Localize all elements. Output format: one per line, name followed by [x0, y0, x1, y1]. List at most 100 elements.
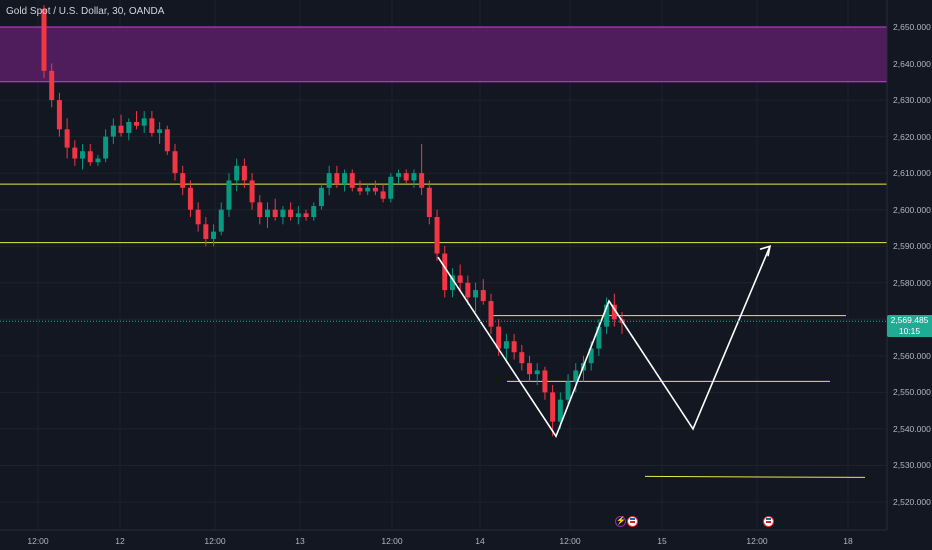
price-tick-label: 2,560.000 — [893, 350, 931, 361]
candle-body — [149, 118, 155, 133]
candle-body — [426, 187, 432, 217]
candle — [411, 169, 417, 188]
candle — [503, 333, 509, 364]
candle — [95, 154, 101, 166]
current-price-badge: 2,569.485 10:15 — [887, 315, 932, 338]
candle-body — [519, 352, 525, 364]
candle — [303, 209, 309, 221]
projection-arrowhead — [759, 245, 772, 257]
projection-path[interactable] — [437, 245, 772, 438]
candle-body — [496, 326, 502, 349]
candle-body — [550, 392, 556, 422]
candle-body — [565, 381, 571, 400]
candle — [195, 202, 201, 232]
us-flag-event-icon[interactable] — [763, 516, 774, 527]
candle — [557, 392, 563, 429]
candle-body — [334, 173, 340, 185]
candle-body — [241, 165, 247, 181]
candle-body — [465, 282, 471, 298]
candle-body — [226, 180, 232, 210]
horizontal-levels[interactable] — [0, 183, 887, 478]
candle-body — [303, 213, 309, 217]
candle — [372, 180, 378, 196]
candle-body — [280, 209, 286, 217]
candle-body — [573, 370, 579, 382]
chart-title[interactable]: Gold Spot / U.S. Dollar, 30, OANDA — [6, 6, 165, 17]
candle — [211, 224, 217, 247]
candle — [110, 118, 116, 144]
candle-body — [80, 151, 86, 159]
candle-body — [295, 213, 301, 217]
candle — [380, 184, 386, 203]
candle — [527, 355, 533, 382]
candle — [457, 264, 463, 291]
candle-body — [434, 217, 440, 254]
candle — [403, 169, 409, 185]
time-tick-label: 18 — [843, 536, 853, 546]
candle — [311, 202, 317, 221]
candle — [449, 268, 455, 298]
candle-body — [357, 187, 363, 192]
candle-body — [95, 158, 101, 163]
candle-body — [157, 129, 163, 133]
candle — [118, 114, 124, 137]
candle-body — [342, 173, 348, 185]
candle-body — [588, 348, 594, 364]
candle-body — [442, 253, 448, 291]
candle-body — [288, 209, 294, 217]
resistance-zone[interactable] — [0, 26, 887, 83]
candle-body — [473, 290, 479, 298]
candle-body — [527, 363, 533, 375]
lightning-event-icon[interactable]: ⚡ — [615, 516, 626, 527]
candle — [565, 374, 571, 407]
candle — [64, 118, 70, 159]
candle — [218, 202, 224, 236]
candle — [334, 165, 340, 188]
price-tick-label: 2,620.000 — [893, 131, 931, 142]
candle-body — [480, 290, 486, 302]
candle — [49, 63, 55, 108]
candle-body — [311, 206, 317, 217]
price-tick-label: 2,640.000 — [893, 58, 931, 69]
candle-body — [272, 209, 278, 217]
candle — [604, 297, 610, 334]
us-flag-event-icon[interactable] — [627, 516, 638, 527]
candle-body — [72, 147, 78, 159]
candle — [87, 143, 93, 166]
time-tick-label: 12:00 — [381, 536, 403, 546]
candle-body — [457, 275, 463, 283]
price-tick-label: 2,590.000 — [893, 241, 931, 252]
candle-body — [419, 173, 425, 188]
time-tick-label: 12:00 — [746, 536, 768, 546]
candle — [550, 385, 556, 437]
candle-body — [195, 209, 201, 225]
candle — [180, 165, 186, 196]
candle-body — [388, 176, 394, 199]
candle-body — [534, 370, 540, 375]
candle-body — [103, 136, 109, 159]
time-tick-label: 12:00 — [559, 536, 581, 546]
candle-body — [218, 209, 224, 232]
candle — [342, 169, 348, 192]
candle — [396, 169, 402, 185]
candle-body — [49, 70, 55, 101]
candle-body — [211, 231, 217, 239]
candle-body — [164, 129, 170, 152]
candle — [419, 143, 425, 196]
candle — [365, 184, 371, 196]
candle-body — [488, 301, 494, 327]
price-tick-label: 2,530.000 — [893, 460, 931, 471]
candle — [473, 282, 479, 312]
candle — [157, 122, 163, 144]
candle — [264, 202, 270, 228]
bar-countdown: 10:15 — [898, 326, 921, 337]
time-tick-label: 14 — [475, 536, 485, 546]
candle — [357, 180, 363, 196]
candle-body — [264, 209, 270, 217]
candle — [288, 202, 294, 221]
time-tick-label: 12:00 — [204, 536, 226, 546]
candle-body — [110, 125, 116, 137]
time-tick-label: 12 — [115, 536, 125, 546]
